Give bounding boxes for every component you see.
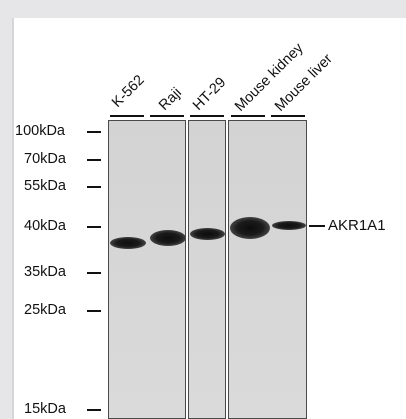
band-mouse-kidney <box>230 217 270 239</box>
membrane-panel-1 <box>108 120 186 419</box>
lane-line-k562 <box>110 115 144 117</box>
lane-label-ht29: HT-29 <box>190 74 230 114</box>
marker-label-55: 55kDa <box>24 178 66 194</box>
target-label-akr1a1: AKR1A1 <box>328 217 386 234</box>
marker-tick-70 <box>87 159 101 161</box>
target-tick <box>309 225 325 227</box>
marker-tick-100 <box>87 131 101 133</box>
frame-inner-border <box>12 18 14 419</box>
marker-label-100: 100kDa <box>15 123 65 139</box>
lane-label-mouse-kidney: Mouse kidney <box>232 40 307 115</box>
membrane-panel-2 <box>188 120 226 419</box>
marker-label-35: 35kDa <box>24 264 66 280</box>
lane-label-k562: K-562 <box>109 72 148 111</box>
lane-line-raji <box>150 115 184 117</box>
marker-tick-40 <box>87 226 101 228</box>
frame-left-border <box>0 0 12 419</box>
lane-label-raji: Raji <box>156 84 186 114</box>
marker-label-40: 40kDa <box>24 218 66 234</box>
lane-line-mouse-kidney <box>231 115 265 117</box>
lane-line-mouse-liver <box>271 115 305 117</box>
marker-tick-25 <box>87 310 101 312</box>
band-ht29 <box>190 228 225 240</box>
membrane-panel-3 <box>228 120 307 419</box>
marker-label-15: 15kDa <box>24 401 66 417</box>
marker-tick-35 <box>87 272 101 274</box>
marker-tick-15 <box>87 409 101 411</box>
frame-top-border <box>0 0 406 18</box>
marker-label-70: 70kDa <box>24 151 66 167</box>
marker-tick-55 <box>87 186 101 188</box>
band-mouse-liver <box>272 221 306 230</box>
band-raji <box>150 230 186 246</box>
lane-line-ht29 <box>190 115 224 117</box>
band-k562 <box>110 237 146 249</box>
marker-label-25: 25kDa <box>24 302 66 318</box>
